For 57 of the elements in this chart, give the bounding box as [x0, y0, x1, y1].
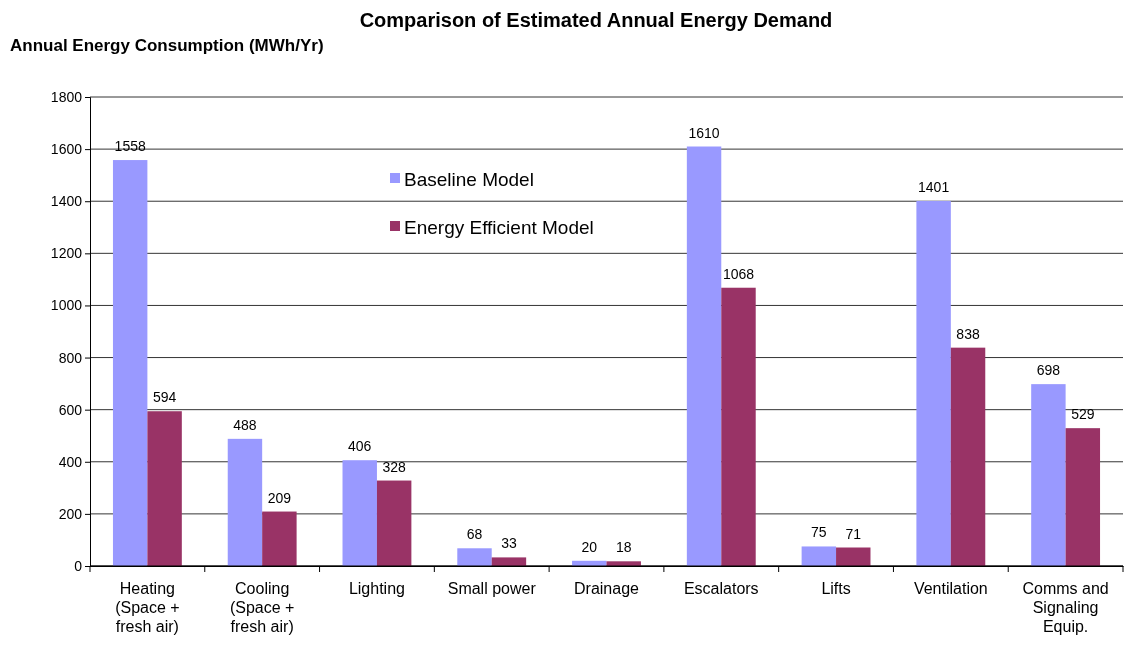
bar	[950, 347, 986, 566]
bar	[342, 460, 377, 566]
y-tick-label: 400	[58, 453, 83, 470]
y-tick-label: 1200	[50, 245, 83, 262]
bar	[112, 160, 148, 566]
data-label: 20	[581, 538, 598, 555]
data-label: 209	[267, 489, 292, 506]
y-tick-label: 200	[58, 505, 83, 522]
data-label: 71	[845, 525, 862, 542]
data-label: 1610	[688, 124, 720, 141]
data-label: 529	[1071, 406, 1095, 423]
y-tick-label: 1400	[50, 193, 83, 210]
x-tick-label: Small power	[447, 580, 537, 597]
x-tick-label: Ventilation	[913, 580, 988, 597]
bar	[1031, 384, 1066, 566]
x-tick-label: Cooling (Space + fresh air)	[229, 580, 295, 635]
legend-label: Baseline Model	[404, 169, 534, 190]
bar	[801, 546, 837, 566]
data-label: 68	[466, 526, 483, 543]
x-tick-label: Lighting	[348, 580, 405, 597]
data-label: 18	[615, 539, 632, 556]
data-label: 594	[152, 389, 177, 406]
bar	[836, 547, 871, 566]
data-label: 75	[811, 524, 827, 541]
data-label: 698	[1036, 362, 1061, 379]
data-label: 488	[233, 416, 257, 433]
bar	[916, 200, 951, 566]
chart-title: Comparison of Estimated Annual Energy Demand	[359, 9, 833, 31]
bar	[491, 557, 527, 566]
data-label: 1401	[918, 178, 950, 195]
data-label: 33	[501, 535, 517, 552]
x-tick-label: Escalators	[683, 580, 759, 597]
bar	[262, 511, 297, 566]
bar	[227, 438, 263, 566]
y-tick-label: 1600	[50, 141, 83, 158]
data-label: 838	[956, 325, 980, 342]
y-tick-label: 800	[58, 349, 83, 366]
data-label: 328	[382, 458, 407, 475]
legend-label: Energy Efficient Model	[404, 217, 594, 238]
y-tick-label: 600	[58, 401, 83, 418]
bar	[147, 411, 182, 566]
x-tick-label: Lifts	[821, 580, 851, 597]
bar	[721, 287, 756, 566]
bar	[376, 480, 412, 566]
x-tick-label: Comms and Signaling Equip.	[1022, 580, 1109, 635]
x-tick-label: Drainage	[574, 580, 640, 597]
bar	[457, 548, 492, 566]
y-tick-label: 1000	[50, 297, 83, 314]
data-label: 1068	[722, 265, 755, 282]
bar	[686, 146, 722, 566]
y-tick-label: 0	[74, 557, 83, 574]
y-axis-title: Annual Energy Consumption (MWh/Yr)	[10, 36, 324, 55]
data-label: 1558	[114, 138, 146, 155]
x-tick-label: Heating (Space + fresh air)	[115, 580, 180, 635]
y-tick-label: 1800	[50, 88, 83, 105]
bar	[1065, 428, 1101, 566]
data-label: 406	[348, 438, 372, 455]
